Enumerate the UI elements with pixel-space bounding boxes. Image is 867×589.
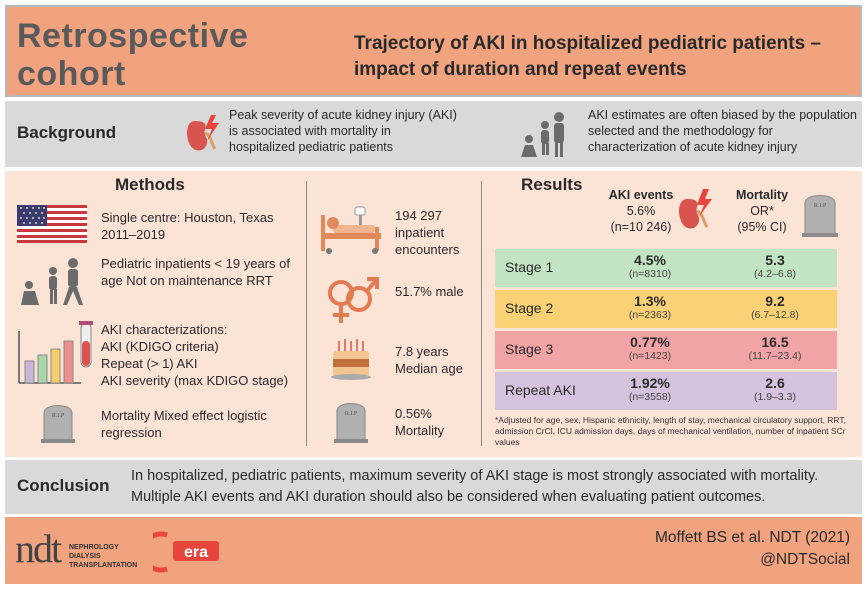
methods-outcome: Mortality Mixed effect logistic regressi… — [101, 407, 301, 441]
main-panel: Methods Single centre: Houston, Texas 20… — [5, 171, 862, 457]
methods-site: Single centre: Houston, Texas 2011–2019 — [101, 209, 291, 243]
methods-characterization: AKI characterizations: AKI (KDIGO criter… — [101, 321, 301, 389]
header: Retrospective cohort Trajectory of AKI i… — [5, 5, 862, 97]
cake-icon — [329, 337, 373, 381]
background-text-2: AKI estimates are often biased by the po… — [588, 107, 858, 155]
us-flag-icon — [17, 205, 87, 243]
results-footnote: *Adjusted for age, sex, Hispanic ethnici… — [495, 415, 855, 448]
methods-heading: Methods — [115, 175, 185, 195]
test-tube-icon — [79, 321, 93, 367]
tombstone-icon: R.I.P — [801, 189, 839, 237]
divider — [481, 181, 482, 446]
methods-population: Pediatric inpatients < 19 years of age N… — [101, 255, 291, 289]
gender-icon — [323, 273, 381, 327]
stat-male: 51.7% male — [395, 283, 477, 300]
mortality-header: Mortality OR* (95% CI) — [727, 187, 797, 235]
results-heading: Results — [521, 175, 582, 195]
divider — [306, 181, 307, 446]
background-label: Background — [17, 123, 116, 143]
stat-encounters: 194 297 inpatient encounters — [395, 207, 477, 258]
result-row-stage-3: Stage 3 0.77% (n=1423) 16.5 (11.7–23.4) — [495, 331, 837, 369]
citation: Moffett BS et al. NDT (2021) @NDTSocial — [655, 527, 850, 571]
conclusion-label: Conclusion — [17, 476, 110, 496]
aki-events-header: AKI events 5.6% (n=10 246) — [601, 187, 681, 235]
footer: ndt NEPHROLOGY DIALYSIS TRANSPLANTATION … — [5, 517, 862, 584]
stat-age: 7.8 years Median age — [395, 343, 477, 377]
svg-text:era: era — [184, 544, 208, 561]
tombstone-icon: R.I.P — [41, 399, 75, 443]
bar-chart-icon — [17, 321, 97, 385]
tombstone-icon: R.I.P — [333, 397, 369, 443]
svg-text:R.I.P: R.I.P — [814, 203, 827, 209]
infographic: Retrospective cohort Trajectory of AKI i… — [5, 5, 862, 584]
result-row-stage-1: Stage 1 4.5% (n=8310) 5.3 (4.2–6.8) — [495, 249, 837, 287]
conclusion-section: Conclusion In hospitalized, pediatric pa… — [5, 460, 862, 514]
family-icon — [515, 109, 579, 159]
infographic-title: Trajectory of AKI in hospitalized pediat… — [354, 31, 854, 83]
result-row-stage-2: Stage 2 1.3% (n=2363) 9.2 (6.7–12.8) — [495, 290, 837, 328]
children-icon — [15, 257, 91, 307]
social-handle[interactable]: @NDTSocial — [655, 549, 850, 571]
background-text-1: Peak severity of acute kidney injury (AK… — [229, 107, 459, 155]
svg-text:R.I.P: R.I.P — [345, 411, 358, 417]
study-type: Retrospective cohort — [17, 17, 257, 93]
result-row-repeat-aki: Repeat AKI 1.92% (n=3558) 2.6 (1.9–3.3) — [495, 372, 837, 410]
svg-text:R.I.P: R.I.P — [52, 413, 65, 419]
kidney-icon — [677, 187, 717, 235]
background-section: Background Peak severity of acute kidney… — [5, 101, 862, 167]
kidney-icon — [185, 113, 227, 157]
era-logo: era — [153, 529, 223, 573]
stat-mortality: 0.56% Mortality — [395, 405, 477, 439]
hospital-bed-icon — [319, 205, 385, 255]
ndt-logo: ndt NEPHROLOGY DIALYSIS TRANSPLANTATION — [15, 529, 145, 573]
conclusion-text: In hospitalized, pediatric patients, max… — [131, 466, 856, 508]
